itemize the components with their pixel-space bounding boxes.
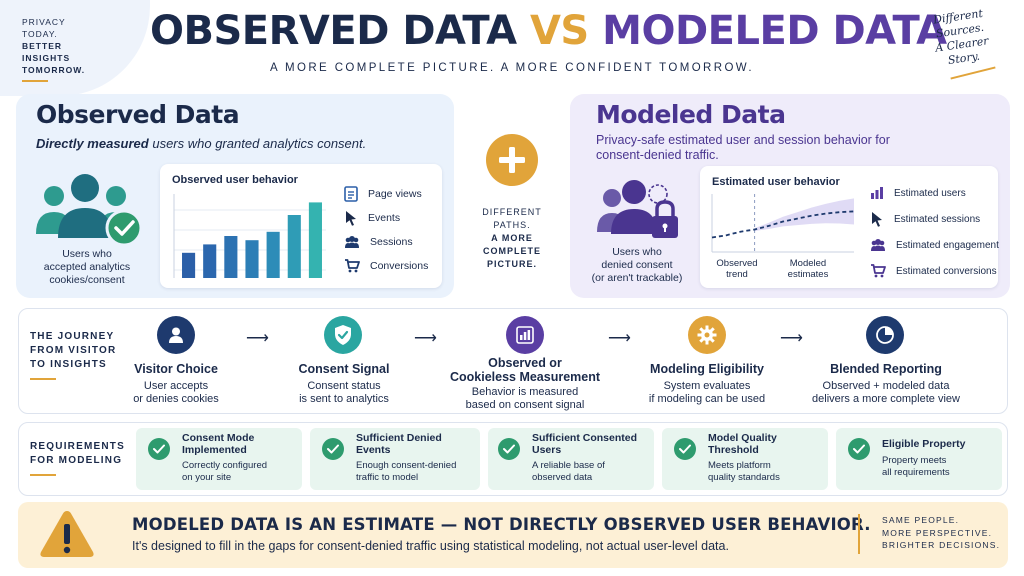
journey-label-underline bbox=[30, 378, 56, 380]
page-title: OBSERVED DATA VS MODELED DATA bbox=[150, 8, 947, 54]
requirement-title: Sufficient Denied Events bbox=[356, 432, 442, 456]
cart-icon bbox=[345, 259, 360, 273]
arrow-right-icon: ⟶ bbox=[246, 330, 269, 347]
center-caption: DIFFERENT PATHS. A MORE COMPLETE PICTURE… bbox=[482, 207, 542, 269]
warning-headline: MODELED DATA IS AN ESTIMATE — NOT DIRECT… bbox=[132, 515, 871, 534]
bottom-tagline: SAME PEOPLE. MORE PERSPECTIVE. BRIGHTER … bbox=[882, 515, 1001, 550]
warning-banner bbox=[18, 502, 1008, 568]
requirements-label-underline bbox=[30, 474, 56, 476]
users-group-icon bbox=[36, 174, 143, 247]
warning-text: It's designed to fill in the gaps for co… bbox=[132, 539, 729, 553]
plus-icon bbox=[486, 134, 538, 186]
requirement-desc: Meets platform quality standards bbox=[708, 460, 780, 483]
users-icon bbox=[345, 236, 359, 248]
tagline-right: Different Sources. A Clearer Story. bbox=[932, 6, 990, 67]
check-icon bbox=[848, 438, 870, 460]
observed-trend-label: Observed trend bbox=[716, 258, 758, 280]
step-desc-observed-measurement: Behavior is measured based on consent si… bbox=[465, 386, 585, 411]
chart-bar bbox=[308, 202, 322, 278]
step-title-blended-reporting: Blended Reporting bbox=[830, 362, 942, 376]
chart-bar bbox=[182, 252, 196, 278]
step-desc-modeling-eligibility: System evaluates if modeling can be used bbox=[648, 380, 766, 405]
cart-icon bbox=[871, 264, 886, 278]
gear-icon bbox=[688, 316, 726, 354]
pie-chart-icon bbox=[866, 316, 904, 354]
page-icon bbox=[344, 186, 358, 202]
requirement-desc: Correctly configured on your site bbox=[182, 460, 268, 483]
person-icon bbox=[157, 316, 195, 354]
legend-item-estimated-conversions: Estimated conversions bbox=[870, 258, 999, 284]
cursor-icon bbox=[872, 212, 882, 227]
requirement-title: Consent Mode Implemented bbox=[182, 432, 255, 456]
requirement-desc: A reliable base of observed data bbox=[532, 460, 605, 483]
observed-legend: Page views Events Sessions Conversions bbox=[344, 182, 428, 278]
step-title-consent-signal: Consent Signal bbox=[298, 362, 390, 376]
arrow-right-icon: ⟶ bbox=[608, 330, 631, 347]
requirements-label: REQUIREMENTS FOR MODELING bbox=[30, 441, 125, 466]
requirement-title: Sufficient Consented Users bbox=[532, 432, 638, 456]
tagline-right-underline bbox=[950, 66, 996, 80]
shield-check-icon bbox=[324, 316, 362, 354]
modeled-line-chart bbox=[711, 194, 855, 253]
requirement-desc: Enough consent-denied traffic to model bbox=[356, 460, 457, 483]
step-desc-blended-reporting: Observed + modeled data delivers a more … bbox=[812, 380, 960, 405]
bar-chart-icon bbox=[871, 187, 883, 199]
cursor-icon bbox=[346, 211, 356, 226]
step-title-modeling-eligibility: Modeling Eligibility bbox=[650, 362, 764, 376]
requirement-title: Model Quality Threshold bbox=[708, 432, 777, 456]
observed-title: Observed Data bbox=[36, 100, 240, 129]
chart-bar bbox=[224, 236, 238, 278]
requirement-card bbox=[488, 428, 654, 490]
modeled-legend: Estimated users Estimated sessions Estim… bbox=[870, 180, 999, 284]
step-desc-visitor-choice: User accepts or denies cookies bbox=[133, 380, 219, 405]
chart-bar bbox=[287, 215, 301, 278]
legend-item-estimated-sessions: Estimated sessions bbox=[870, 206, 999, 232]
chart-bar bbox=[203, 244, 217, 278]
arrow-right-icon: ⟶ bbox=[780, 330, 803, 347]
trend-line bbox=[711, 210, 855, 239]
bar-chart-icon bbox=[506, 316, 544, 354]
observed-bar-chart bbox=[173, 194, 326, 278]
step-desc-consent-signal: Consent status is sent to analytics bbox=[299, 380, 389, 405]
step-title-visitor-choice: Visitor Choice bbox=[134, 362, 218, 376]
modeled-estimates-label: Modeled estimates bbox=[787, 258, 829, 280]
legend-item-events: Events bbox=[344, 206, 428, 230]
check-icon bbox=[498, 438, 520, 460]
chart-bar bbox=[266, 231, 280, 278]
legend-item-estimated-engagement: Estimated engagement bbox=[870, 232, 999, 258]
check-icon bbox=[674, 438, 696, 460]
modeled-chart-card bbox=[700, 166, 998, 288]
legend-item-sessions: Sessions bbox=[344, 230, 428, 254]
requirement-desc: Property meets all requirements bbox=[882, 455, 950, 478]
legend-item-page-views: Page views bbox=[344, 182, 428, 206]
requirement-card bbox=[310, 428, 480, 490]
legend-item-estimated-users: Estimated users bbox=[870, 180, 999, 206]
chart-bar bbox=[245, 240, 259, 278]
legend-item-conversions: Conversions bbox=[344, 254, 428, 278]
observed-chart-title: Observed user behavior bbox=[172, 174, 298, 186]
warning-icon bbox=[40, 511, 94, 557]
modeled-title: Modeled Data bbox=[596, 100, 786, 129]
requirement-title: Eligible Property bbox=[882, 438, 966, 450]
bottom-divider bbox=[858, 514, 860, 554]
observed-subtitle: Directly measured users who granted anal… bbox=[36, 136, 367, 151]
check-icon bbox=[148, 438, 170, 460]
journey-label: THE JOURNEY FROM VISITOR TO INSIGHTS bbox=[30, 331, 117, 370]
modeled-chart-title: Estimated user behavior bbox=[712, 176, 840, 188]
observed-people-caption: Users who accepted analytics cookies/con… bbox=[43, 248, 131, 286]
locked-users-icon bbox=[597, 180, 678, 238]
modeled-subtitle: Privacy-safe estimated user and session … bbox=[596, 133, 890, 162]
tagline-left: PRIVACY TODAY. BETTER INSIGHTS TOMORROW. bbox=[22, 17, 86, 75]
confidence-band bbox=[754, 198, 854, 231]
users-icon bbox=[871, 239, 885, 251]
step-title-observed-measurement: Observed or Cookieless Measurement bbox=[449, 356, 601, 384]
arrow-right-icon: ⟶ bbox=[414, 330, 437, 347]
modeled-people-caption: Users who denied consent (or aren't trac… bbox=[591, 246, 683, 284]
page-subtitle: A MORE COMPLETE PICTURE. A MORE CONFIDEN… bbox=[269, 62, 755, 74]
tagline-underline bbox=[22, 80, 48, 82]
check-icon bbox=[322, 438, 344, 460]
